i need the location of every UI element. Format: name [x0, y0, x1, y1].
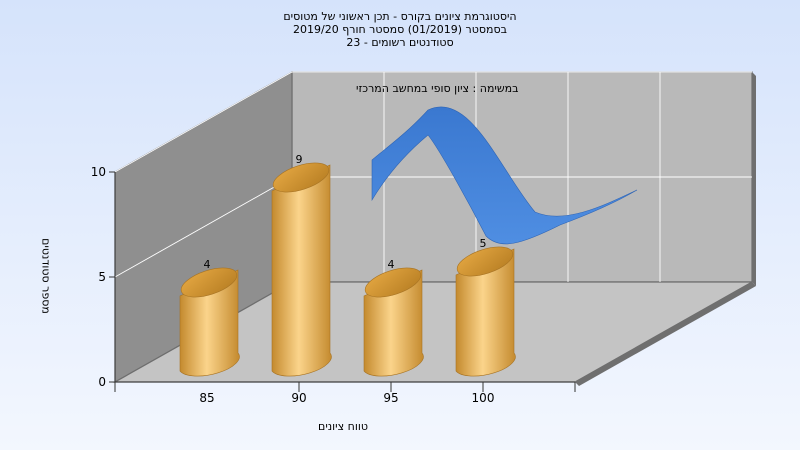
- bar-3: [455, 246, 516, 377]
- axes: [109, 171, 576, 392]
- grid-line-y-1: [114, 71, 752, 173]
- y-axis-label: מספר סטודנטים: [39, 238, 53, 314]
- y-tick-label-0: 0: [98, 375, 106, 389]
- chart-title-line-2: בסמסטר (01/2019) סמסטר חורף 2019/20: [293, 23, 507, 36]
- series-curve-group: [371, 106, 638, 245]
- bar-2: [363, 267, 424, 377]
- bar-body-3: [455, 248, 516, 377]
- bar-value-label-1: 9: [296, 153, 303, 166]
- y-tick-label-1: 5: [98, 270, 106, 284]
- chart-title-block: היסטוגרמת ציונים בקורס - תכן ראשוני של מ…: [0, 10, 800, 49]
- bar-value-label-3: 5: [480, 237, 487, 250]
- x-axis-label: טווח ציונים: [318, 420, 368, 433]
- bar-cap-0: [180, 267, 238, 298]
- x-tick-label-2: 95: [383, 391, 398, 405]
- chart-annotation: במשימה : ציון סופי במחשב המרכזי: [356, 82, 519, 95]
- bar-cap-2: [364, 267, 422, 298]
- bar-group: [179, 162, 516, 377]
- y-tick-label-2: 10: [91, 165, 106, 179]
- x-tick-label-0: 85: [199, 391, 214, 405]
- bar-value-label-2: 4: [388, 258, 395, 271]
- bar-cap-3: [456, 246, 514, 277]
- chart-title-line-3: סטודנטים רשומים - 23: [346, 36, 454, 49]
- x-tick-label-1: 90: [291, 391, 306, 405]
- bar-0: [179, 267, 240, 377]
- bar-value-label-0: 4: [204, 258, 211, 271]
- bar-1: [271, 162, 332, 377]
- floor-edge-shadow: [575, 282, 756, 386]
- tick-labels: 0 5 10 85 90 95 100 4 9 4 5: [91, 153, 495, 405]
- x-tick-label-3: 100: [472, 391, 495, 405]
- chart-title-line-1: היסטוגרמת ציונים בקורס - תכן ראשוני של מ…: [283, 10, 517, 23]
- bar-body-1: [271, 164, 332, 377]
- bar-cap-1: [272, 162, 330, 193]
- series-curve: [371, 106, 638, 245]
- right-edge-shadow: [752, 72, 756, 286]
